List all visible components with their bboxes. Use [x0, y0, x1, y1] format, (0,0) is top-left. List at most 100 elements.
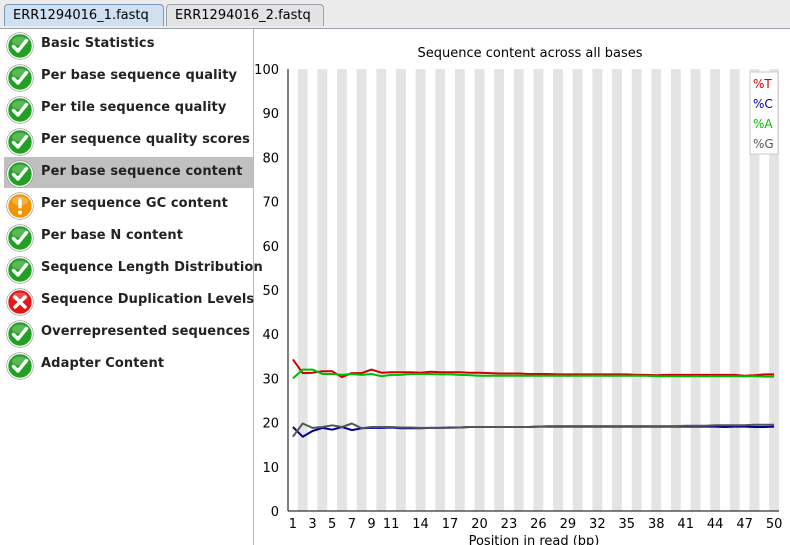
- grid-band: [749, 69, 760, 511]
- module-item-6[interactable]: Per sequence GC content: [4, 189, 253, 220]
- x-tick-label: 17: [442, 517, 459, 532]
- module-label: Overrepresented sequences: [41, 324, 251, 339]
- grid-band: [415, 69, 426, 511]
- module-item-11[interactable]: Adapter Content: [4, 349, 253, 380]
- module-list: Basic Statistics Per base sequence qualit…: [0, 29, 263, 545]
- grid-band: [572, 69, 583, 511]
- grid-band: [729, 69, 740, 511]
- grid-band: [769, 69, 779, 511]
- x-tick-label: 7: [348, 517, 356, 532]
- x-tick-label: 5: [328, 517, 336, 532]
- module-label: Per base sequence content: [41, 164, 243, 179]
- legend-entry: %T: [753, 77, 772, 91]
- x-tick-label: 14: [412, 517, 429, 532]
- module-label: Basic Statistics: [41, 36, 155, 51]
- file-tab-2[interactable]: ERR1294016_2.fastq: [166, 4, 324, 26]
- per-base-sequence-content-chart: 0 10 20 30 40 50 60 70 80 90 100 1 3 5 7 9 11 14 17 20 23 26 2…: [254, 29, 790, 545]
- x-tick-label: 32: [589, 517, 606, 532]
- module-item-3[interactable]: Per tile sequence quality: [4, 93, 253, 124]
- module-item-5[interactable]: Per base sequence content: [4, 157, 253, 188]
- y-tick-label: 60: [262, 240, 279, 255]
- y-tick-label: 70: [262, 196, 279, 211]
- y-tick-label: 10: [262, 461, 279, 476]
- x-axis-label: Position in read (bp): [469, 534, 600, 545]
- grid-band: [690, 69, 701, 511]
- x-tick-label: 50: [766, 517, 783, 532]
- x-tick-label: 20: [471, 517, 488, 532]
- y-tick-label: 20: [262, 417, 279, 432]
- check-icon: [6, 320, 34, 348]
- grid-band: [356, 69, 367, 511]
- module-item-1[interactable]: Basic Statistics: [4, 29, 253, 60]
- x-tick-label: 38: [648, 517, 665, 532]
- module-label: Adapter Content: [41, 356, 165, 371]
- module-item-10[interactable]: Overrepresented sequences: [4, 317, 253, 348]
- check-icon: [6, 160, 34, 188]
- module-item-9[interactable]: Sequence Duplication Levels: [4, 285, 255, 316]
- grid-band: [396, 69, 406, 511]
- module-label: Per sequence GC content: [41, 196, 228, 211]
- grid-band: [474, 69, 485, 511]
- module-item-7[interactable]: Per base N content: [4, 221, 253, 252]
- legend-entry: %A: [753, 117, 773, 131]
- chart-title: Sequence content across all bases: [417, 46, 642, 61]
- x-tick-label: 29: [560, 517, 577, 532]
- x-tick-label: 11: [383, 517, 400, 532]
- series-line-pct-t: [292, 358, 775, 379]
- x-tick-label: 3: [308, 517, 316, 532]
- legend-entry: %C: [753, 97, 773, 111]
- x-tick-label: 35: [619, 517, 636, 532]
- check-icon: [6, 96, 34, 124]
- check-icon: [6, 352, 34, 380]
- cross-icon: [6, 288, 34, 316]
- y-tick-label: 40: [262, 328, 279, 343]
- grid-band: [631, 69, 642, 511]
- grid-band: [651, 69, 662, 511]
- grid-band: [297, 69, 308, 511]
- module-item-8[interactable]: Sequence Length Distribution: [4, 253, 263, 284]
- check-icon: [6, 128, 34, 156]
- grid-band: [513, 69, 524, 511]
- grid-band: [337, 69, 347, 511]
- module-label: Sequence Length Distribution: [41, 260, 263, 275]
- check-icon: [6, 224, 34, 252]
- module-label: Sequence Duplication Levels: [41, 292, 255, 307]
- chart-legend: [749, 71, 779, 155]
- module-label: Per tile sequence quality: [41, 100, 227, 115]
- y-tick-label: 30: [262, 372, 279, 387]
- warning-icon: [6, 192, 34, 220]
- grid-band: [592, 69, 603, 511]
- module-label: Per base N content: [41, 228, 184, 243]
- module-label: Per base sequence quality: [41, 68, 238, 83]
- module-item-2[interactable]: Per base sequence quality: [4, 61, 253, 92]
- y-tick-label: 90: [262, 107, 279, 122]
- module-label: Per sequence quality scores: [41, 132, 251, 147]
- grid-band: [494, 69, 505, 511]
- grid-band: [612, 69, 622, 511]
- check-icon: [6, 256, 34, 284]
- x-tick-label: 47: [736, 517, 753, 532]
- file-tab-1[interactable]: ERR1294016_1.fastq: [4, 4, 164, 26]
- y-tick-label: 100: [254, 63, 279, 78]
- grid-band: [553, 69, 563, 511]
- check-icon: [6, 32, 34, 60]
- y-tick-label: 0: [271, 505, 279, 520]
- series-line-pct-g: [292, 422, 775, 438]
- y-tick-label: 50: [262, 284, 279, 299]
- report-content: Basic Statistics Per base sequence qualit…: [0, 29, 790, 545]
- x-tick-label: 1: [289, 517, 297, 532]
- grid-band: [710, 69, 721, 511]
- grid-band: [376, 69, 387, 511]
- grid-band: [454, 69, 465, 511]
- series-line-pct-a: [292, 368, 775, 380]
- module-item-4[interactable]: Per sequence quality scores: [4, 125, 253, 156]
- legend-entry: %G: [753, 137, 774, 151]
- x-tick-label: 41: [677, 517, 694, 532]
- grid-band: [317, 69, 328, 511]
- x-tick-label: 23: [501, 517, 518, 532]
- x-tick-label: 26: [530, 517, 547, 532]
- y-tick-label: 80: [262, 151, 279, 166]
- x-tick-label: 44: [707, 517, 724, 532]
- grid-band: [670, 69, 681, 511]
